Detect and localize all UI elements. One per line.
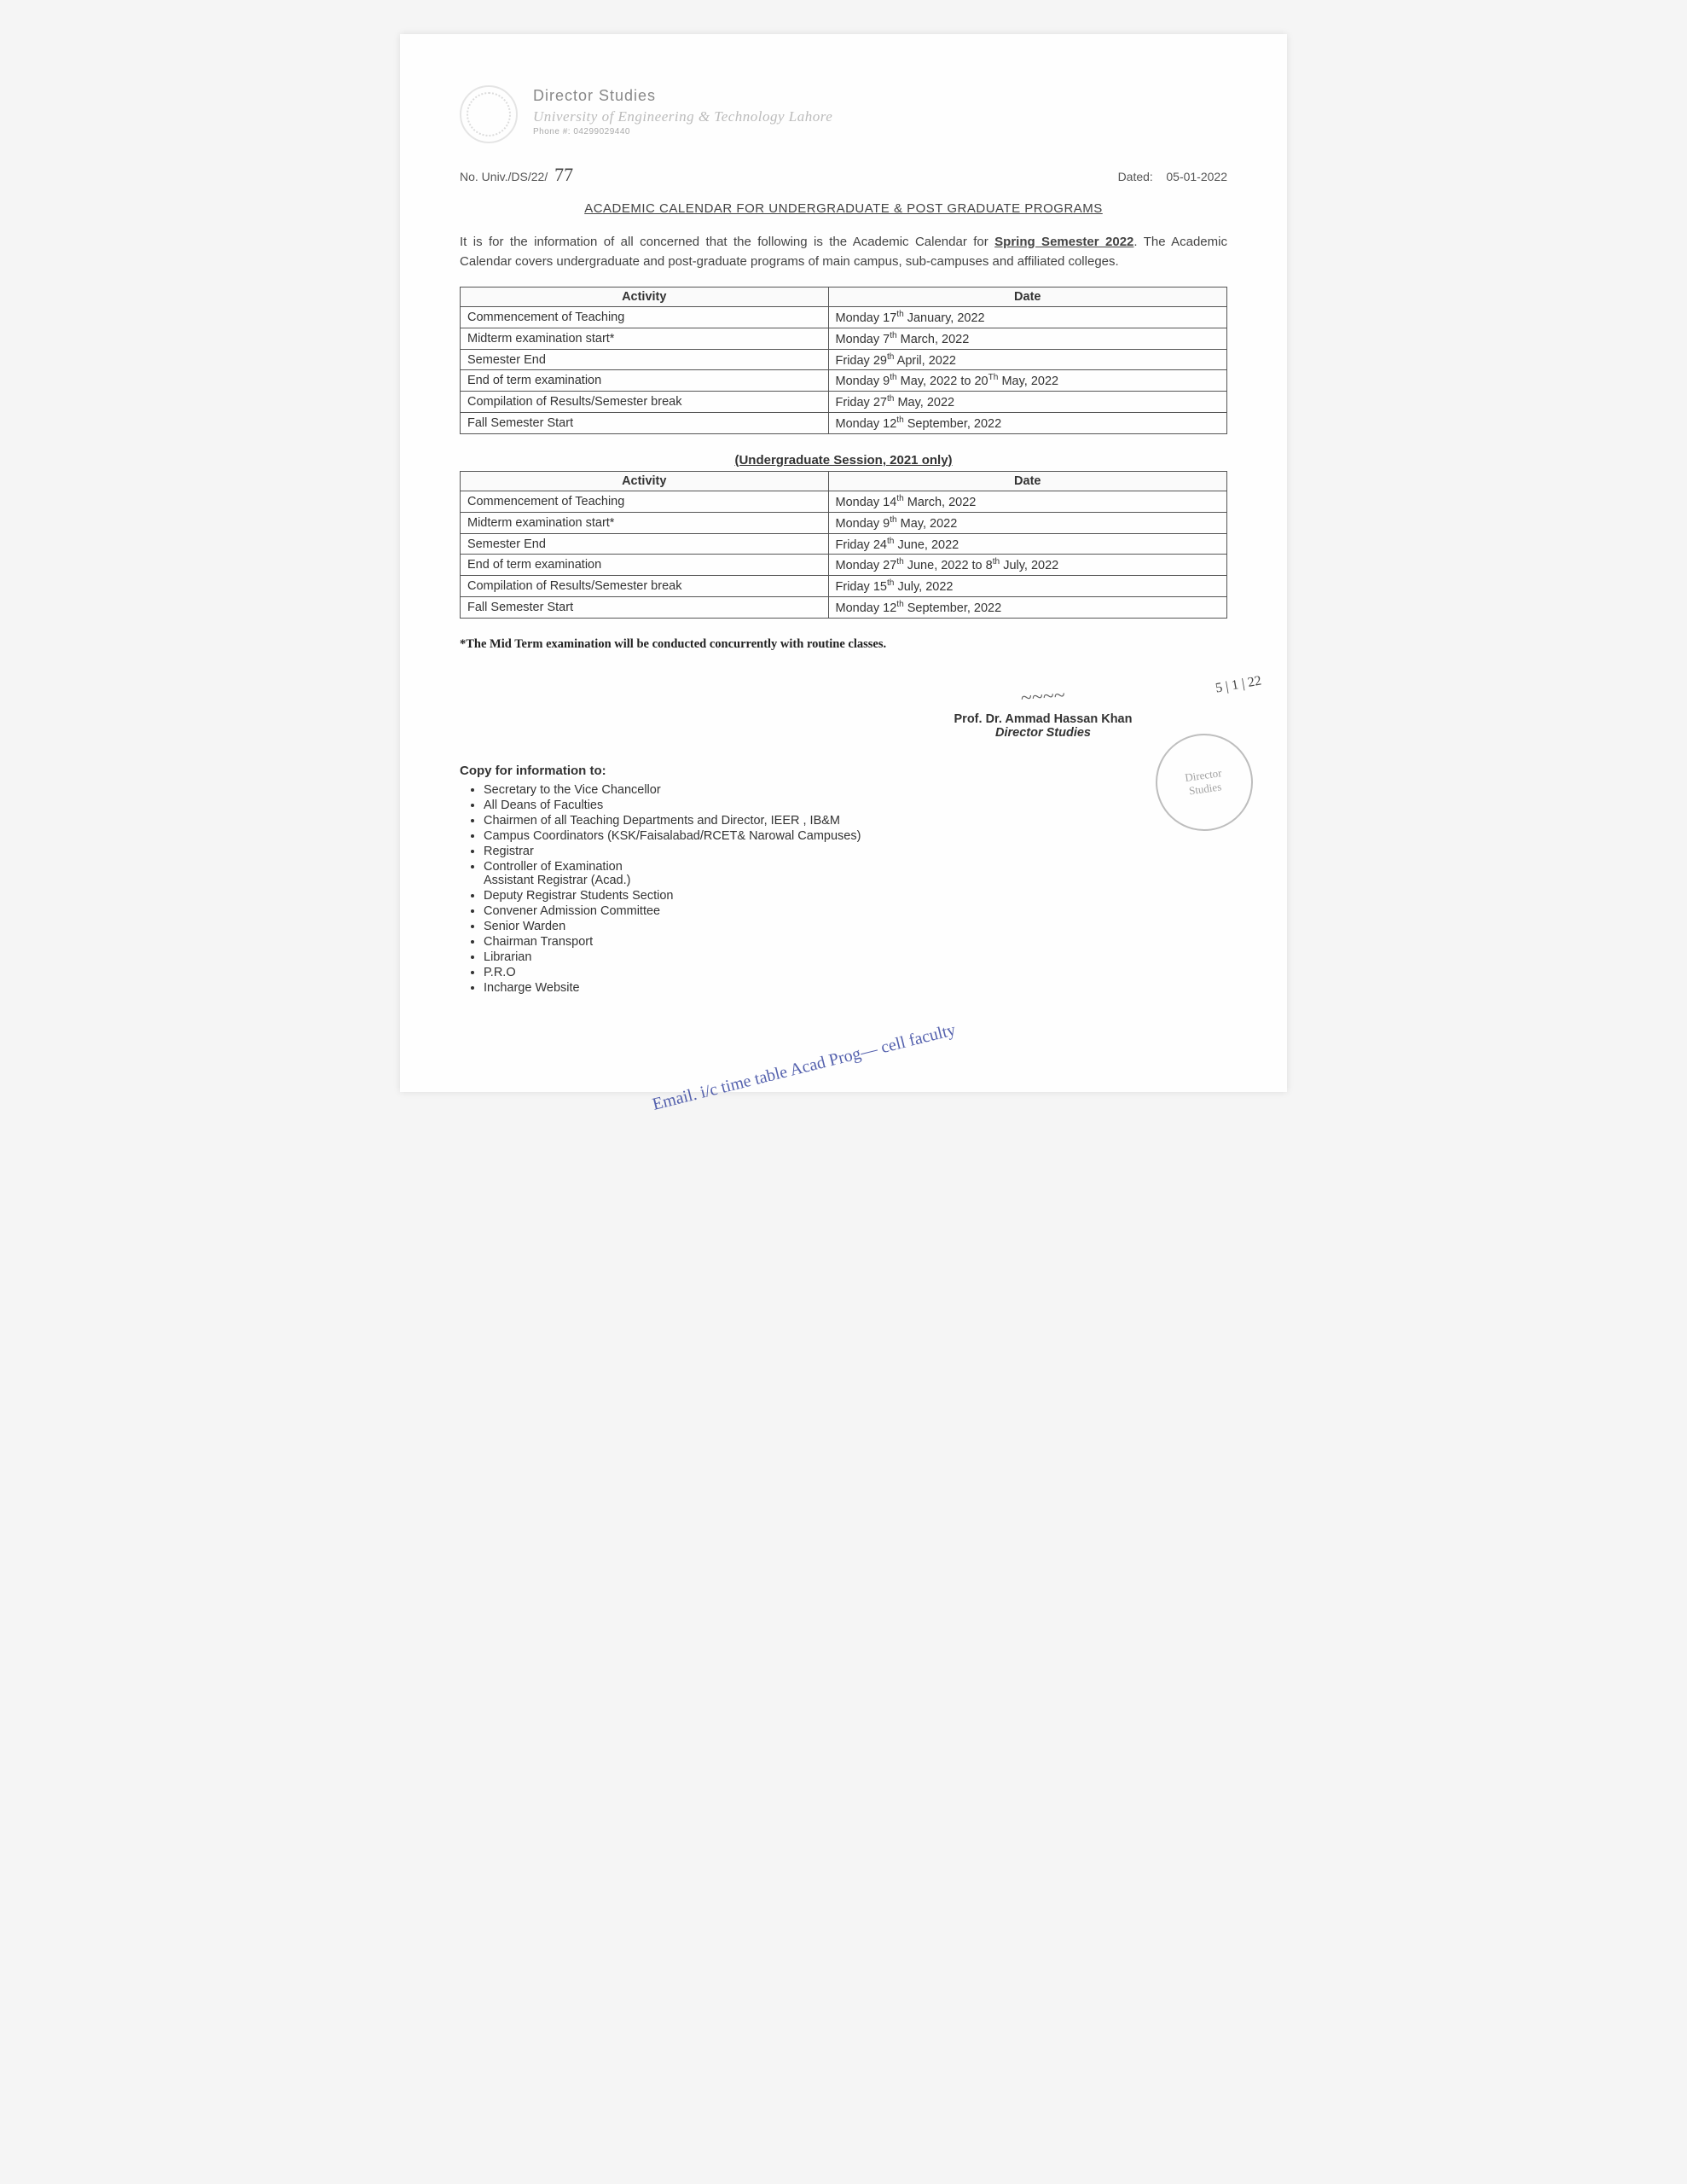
- midterm-note: *The Mid Term examination will be conduc…: [460, 637, 1227, 652]
- copy-heading: Copy for information to:: [460, 764, 1227, 778]
- table-cell: Semester End: [461, 533, 829, 555]
- document-title: ACADEMIC CALENDAR FOR UNDERGRADUATE & PO…: [460, 201, 1227, 216]
- table-cell: Compilation of Results/Semester break: [461, 392, 829, 413]
- list-item: Controller of ExaminationAssistant Regis…: [484, 860, 1227, 887]
- dated: Dated: 05-01-2022: [1118, 170, 1227, 183]
- table-cell: Monday 27th June, 2022 to 8th July, 2022: [828, 555, 1226, 576]
- list-item: Chairman Transport: [484, 935, 1227, 949]
- table-cell: Friday 29th April, 2022: [828, 349, 1226, 370]
- list-item: Campus Coordinators (KSK/Faisalabad/RCET…: [484, 829, 1227, 843]
- table-row: End of term examinationMonday 27th June,…: [461, 555, 1227, 576]
- col-date: Date: [828, 471, 1226, 491]
- list-item: Incharge Website: [484, 981, 1227, 995]
- list-item: Secretary to the Vice Chancellor: [484, 783, 1227, 797]
- reference-line: No. Univ./DS/22/ 77 Dated: 05-01-2022: [460, 164, 1227, 186]
- list-item: Chairmen of all Teaching Departments and…: [484, 814, 1227, 828]
- department-name: Director Studies: [533, 87, 832, 105]
- table-cell: Monday 9th May, 2022 to 20Th May, 2022: [828, 370, 1226, 392]
- table-cell: End of term examination: [461, 555, 829, 576]
- table-header-row: Activity Date: [461, 288, 1227, 307]
- calendar-table-undergrad: Activity Date Commencement of TeachingMo…: [460, 471, 1227, 619]
- table-row: Fall Semester StartMonday 12th September…: [461, 597, 1227, 619]
- list-item: All Deans of Faculties: [484, 799, 1227, 812]
- table-row: Commencement of TeachingMonday 14th Marc…: [461, 491, 1227, 512]
- university-name: University of Engineering & Technology L…: [533, 108, 832, 125]
- table-cell: Friday 27th May, 2022: [828, 392, 1226, 413]
- col-activity: Activity: [461, 471, 829, 491]
- dated-label: Dated:: [1118, 170, 1153, 183]
- table-row: End of term examinationMonday 9th May, 2…: [461, 370, 1227, 392]
- signatory-name: Prof. Dr. Ammad Hassan Khan: [859, 712, 1227, 726]
- table-row: Compilation of Results/Semester breakFri…: [461, 576, 1227, 597]
- semester-name: Spring Semester 2022: [994, 235, 1133, 249]
- table-cell: Compilation of Results/Semester break: [461, 576, 829, 597]
- table-row: Midterm examination start*Monday 7th Mar…: [461, 328, 1227, 349]
- letterhead-text: Director Studies University of Engineeri…: [533, 85, 832, 136]
- handwritten-note: Email. i/c time table Acad Prog— cell fa…: [651, 1020, 958, 1114]
- intro-text-1: It is for the information of all concern…: [460, 235, 994, 249]
- list-item: Convener Admission Committee: [484, 904, 1227, 918]
- table-cell: Monday 12th September, 2022: [828, 413, 1226, 434]
- signature-scribble: ~~~~: [1020, 684, 1066, 711]
- table-cell: Midterm examination start*: [461, 328, 829, 349]
- list-item: Deputy Registrar Students Section: [484, 889, 1227, 903]
- calendar-table-main: Activity Date Commencement of TeachingMo…: [460, 287, 1227, 434]
- document-page: Director Studies University of Engineeri…: [400, 34, 1287, 1092]
- list-item: Senior Warden: [484, 920, 1227, 933]
- table-row: Semester EndFriday 24th June, 2022: [461, 533, 1227, 555]
- table-row: Fall Semester StartMonday 12th September…: [461, 413, 1227, 434]
- table-cell: End of term examination: [461, 370, 829, 392]
- table-cell: Midterm examination start*: [461, 512, 829, 533]
- list-item-continuation: Assistant Registrar (Acad.): [484, 874, 1227, 887]
- signature-date-handwritten: 5 | 1 | 22: [1214, 673, 1262, 696]
- col-date: Date: [828, 288, 1226, 307]
- list-item: P.R.O: [484, 966, 1227, 979]
- ref-number-handwritten: 77: [554, 164, 573, 185]
- ref-prefix: No. Univ./DS/22/: [460, 170, 548, 183]
- table-cell: Semester End: [461, 349, 829, 370]
- reference-number: No. Univ./DS/22/ 77: [460, 164, 573, 186]
- table-cell: Monday 7th March, 2022: [828, 328, 1226, 349]
- col-activity: Activity: [461, 288, 829, 307]
- copy-list: Secretary to the Vice Chancellor All Dean…: [484, 783, 1227, 995]
- table-header-row: Activity Date: [461, 471, 1227, 491]
- table-cell: Monday 14th March, 2022: [828, 491, 1226, 512]
- undergrad-subheading: (Undergraduate Session, 2021 only): [460, 453, 1227, 468]
- list-item: Librarian: [484, 950, 1227, 964]
- table-cell: Monday 17th January, 2022: [828, 307, 1226, 328]
- letterhead: Director Studies University of Engineeri…: [460, 85, 1227, 143]
- table-row: Compilation of Results/Semester breakFri…: [461, 392, 1227, 413]
- table-cell: Monday 9th May, 2022: [828, 512, 1226, 533]
- table-cell: Friday 24th June, 2022: [828, 533, 1226, 555]
- signatory-title: Director Studies: [859, 726, 1227, 740]
- table-cell: Commencement of Teaching: [461, 307, 829, 328]
- phone-line: Phone #: 04299029440: [533, 127, 832, 136]
- list-item: Registrar: [484, 845, 1227, 858]
- table-row: Semester EndFriday 29th April, 2022: [461, 349, 1227, 370]
- table-cell: Commencement of Teaching: [461, 491, 829, 512]
- university-logo: [460, 85, 518, 143]
- dated-value: 05-01-2022: [1166, 170, 1227, 183]
- signature-block: ~~~~ Prof. Dr. Ammad Hassan Khan Directo…: [859, 686, 1227, 740]
- table-row: Midterm examination start*Monday 9th May…: [461, 512, 1227, 533]
- table-row: Commencement of TeachingMonday 17th Janu…: [461, 307, 1227, 328]
- intro-paragraph: It is for the information of all concern…: [460, 233, 1227, 271]
- table-cell: Friday 15th July, 2022: [828, 576, 1226, 597]
- table-cell: Fall Semester Start: [461, 413, 829, 434]
- table-cell: Monday 12th September, 2022: [828, 597, 1226, 619]
- table-cell: Fall Semester Start: [461, 597, 829, 619]
